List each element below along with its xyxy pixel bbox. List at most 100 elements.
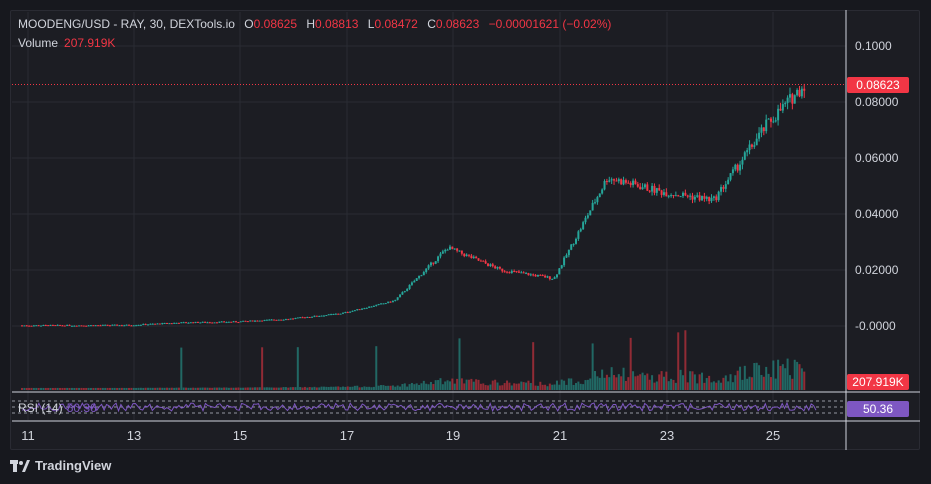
high-label: H [306,17,316,31]
volume-bar [206,387,209,390]
candle-body [425,268,428,273]
rsi-legend: RSI (14) 50.36 [18,401,97,415]
candle-body [750,144,753,147]
volume-bar [572,384,575,390]
candle-body [731,169,734,174]
volume-bar [788,375,791,390]
candle-body [724,184,727,189]
volume-bar [425,383,428,390]
volume-bar [189,387,192,390]
candle-body [788,94,791,98]
volume-bar [586,379,589,390]
symbol-title: MOODENG/USD - RAY, 30, DEXTools.io [18,17,235,31]
candle-body [101,324,104,326]
candle-body [534,274,537,277]
candle-body [201,321,204,323]
candle-body [358,309,361,311]
candle-body [78,325,81,327]
candle-body [189,322,192,324]
volume-bar [130,387,133,390]
volume-bar [25,387,28,390]
candle-body [394,299,397,301]
candle-body [551,278,554,280]
candle-body [108,325,111,327]
volume-bar [651,375,654,390]
candle-body [482,260,485,262]
candle-body [320,315,323,317]
candle-body [382,303,385,305]
volume-bar [261,347,264,390]
candle-body [106,324,109,326]
candle-body [89,325,92,327]
candle-body [736,164,739,171]
volume-bar [458,338,461,390]
volume-bar [270,387,273,390]
candle-body [215,322,218,324]
volume-bar [59,387,62,390]
volume-bar [106,387,109,390]
candle-body [408,284,411,289]
candle-body [456,248,459,251]
candle-body [208,322,211,324]
time-label-2: 15 [232,428,248,443]
volume-bar [339,387,342,390]
candle-body [142,323,145,325]
price-tick-4: 0.02000 [855,263,899,277]
volume-bar [108,387,111,390]
volume-bar [727,381,730,390]
volume-bar [30,387,33,390]
volume-bar [762,376,765,390]
volume-bar [798,364,801,390]
volume-bar [375,346,378,390]
volume-bar [615,377,618,390]
candle-body [605,181,608,183]
volume-bar [472,381,475,390]
candle-body [608,180,611,182]
volume-bar [444,381,447,390]
volume-bar [479,383,482,390]
volume-bar [584,380,587,390]
candle-body [798,89,801,97]
candle-body [97,325,100,327]
volume-bar [501,385,504,390]
volume-bar [541,384,544,390]
candle-body [325,315,328,317]
candle-body [246,321,249,323]
close-label: C [427,17,436,31]
volume-bar [674,382,677,390]
volume-bar [94,387,97,390]
candle-body [777,108,780,121]
volume-bar [92,387,95,390]
volume-bar [97,387,100,390]
candle-body [636,184,639,187]
rsi-value: 50.36 [66,401,97,415]
volume-bar [643,375,646,390]
candle-body [187,322,190,324]
volume-bar [710,382,713,390]
candle-body [196,321,199,323]
candle-body [527,273,530,276]
candle-body [513,271,516,273]
volume-bar [468,379,470,390]
volume-bar [527,380,530,390]
candle-body [567,249,570,256]
candle-body [743,152,746,160]
volume-bar [306,387,309,390]
candle-body [275,319,278,321]
price-tick-2: 0.06000 [855,151,899,165]
volume-bar [539,381,542,390]
volume-bar [211,387,214,390]
volume-bar [377,385,380,390]
candle-body [634,180,637,185]
candle-body [47,325,50,327]
candle-body [344,312,347,314]
volume-bar [686,382,689,390]
candle-body [327,314,330,316]
tradingview-brand[interactable]: TradingView [10,458,111,473]
candle-body [591,202,594,211]
volume-bar [163,387,166,390]
volume-bar [503,383,506,390]
candle-body [781,104,784,111]
time-label-1: 13 [126,428,142,443]
